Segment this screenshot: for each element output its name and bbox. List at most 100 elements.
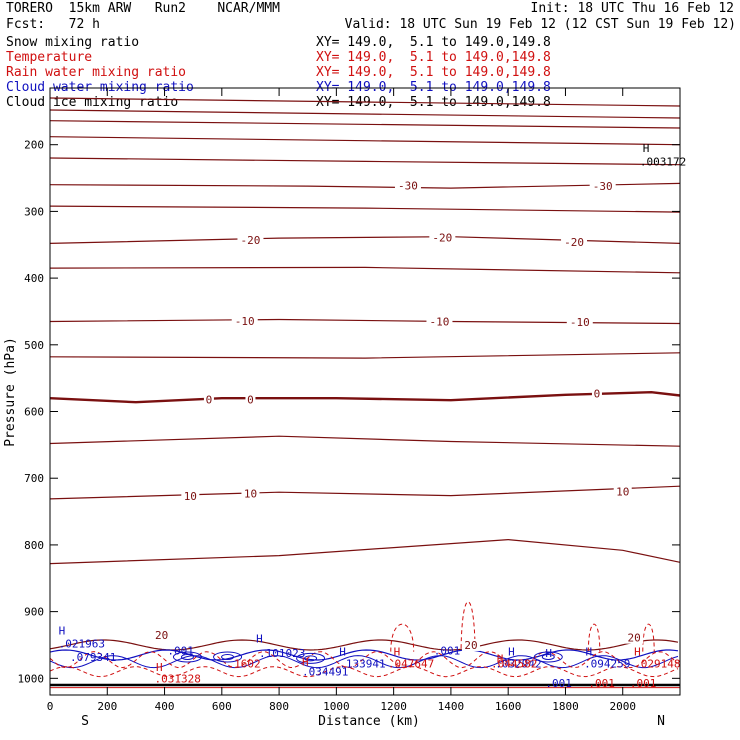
rain-water-contour [642, 623, 655, 652]
extremum-label: .1602 [228, 658, 261, 671]
extremum-label: .133941 [339, 658, 385, 671]
isotherm--40 [49, 136, 681, 146]
y-tick-label: 300 [24, 205, 44, 218]
isotherm--5 [49, 352, 681, 359]
extremum-label: .001 [545, 677, 572, 690]
isotherm-label-bg [152, 628, 171, 641]
y-axis-label: Pressure (hPa) [3, 337, 18, 447]
extremum-label: .001 [630, 677, 657, 690]
isotherm-label-bg [561, 236, 588, 249]
isotherm-label-bg [566, 316, 593, 329]
isotherm--55 [49, 97, 681, 107]
rain-water-contour [587, 623, 601, 652]
extremum-label: H [497, 652, 504, 665]
y-tick-label: 1000 [18, 672, 45, 685]
extremum-label: H [59, 624, 66, 637]
extremum-label: H [256, 632, 263, 645]
rain-water-contour [49, 651, 679, 669]
valid-time: Valid: 18 UTC Sun 19 Feb 12 (12 CST Sun … [344, 17, 736, 32]
cloud-water-cell [533, 651, 563, 663]
x-tick-label: 400 [155, 700, 175, 713]
isotherm-label-bg [625, 631, 644, 644]
legend-xy-rain: XY= 149.0, 5.1 to 149.0,149.8 [316, 65, 551, 80]
x-tick-label: 1400 [438, 700, 465, 713]
cloud-water-cell [180, 653, 194, 660]
isotherm--35 [49, 157, 681, 166]
cloud-water-cell [304, 655, 318, 662]
isotherm-0 [49, 390, 681, 404]
extremum-label: .029148 [634, 658, 680, 671]
legend-xy-temperature: XY= 149.0, 5.1 to 149.0,149.8 [316, 50, 551, 65]
isotherm-label-bg [245, 393, 256, 406]
rain-water-contour [460, 601, 476, 649]
isotherm--45 [49, 120, 681, 129]
y-tick-label: 700 [24, 472, 44, 485]
plot-frame [49, 87, 681, 696]
x-tick-label: 1000 [323, 700, 350, 713]
hydrometeor-contours [49, 601, 680, 689]
isotherm--25 [49, 205, 681, 213]
x-tick-label: 1800 [552, 700, 579, 713]
extremum-label: .003172 [640, 155, 686, 168]
isotherm-label-bg [589, 180, 616, 193]
x-tick-label: 2000 [609, 700, 636, 713]
isotherm-label-bg [461, 638, 480, 651]
isotherm-15 [49, 538, 681, 565]
isotherm-label: -20 [564, 236, 584, 249]
extremum-label: .101023 [259, 647, 305, 660]
legend-name-rain: Rain water mixing ratio [6, 65, 187, 80]
y-tick-label: 200 [24, 139, 44, 152]
extremum-label: H [394, 646, 401, 659]
extremum-label: H [508, 646, 515, 659]
isotherm-label-bg [613, 485, 632, 498]
x-tick-label: 1200 [380, 700, 407, 713]
cloud-water-contour [49, 649, 679, 661]
isotherm-label: 20 [464, 639, 477, 652]
isotherm-label-bg [591, 387, 602, 400]
x-tick-label: 1600 [495, 700, 522, 713]
extremum-label: .021963 [59, 638, 105, 651]
init-time: Init: 18 UTC Thu 16 Feb 12 [530, 1, 735, 16]
y-tick-label: 900 [24, 606, 44, 619]
extremum-label: .079341 [70, 651, 116, 664]
y-tick-label: 800 [24, 539, 44, 552]
isotherm-20 [49, 639, 679, 651]
endpoint-right: N [657, 714, 665, 729]
isotherm-label: -30 [593, 180, 613, 193]
y-tick-label: 500 [24, 339, 44, 352]
isotherm-label: -20 [432, 231, 452, 244]
extremum-label: .031328 [155, 672, 201, 685]
isotherm-label: 20 [628, 632, 641, 645]
x-tick-label: 600 [212, 700, 232, 713]
model-title: TORERO 15km ARW Run2 NCAR/MMM [6, 1, 280, 16]
isotherm-label-bg [394, 179, 421, 192]
isotherm--30 [49, 182, 681, 189]
cloud-water-cell [296, 652, 326, 664]
forecast-hour: Fcst: 72 h [6, 17, 100, 32]
extremum-label: .001 [588, 677, 615, 690]
isotherm-label-bg [237, 234, 264, 247]
contour-labels: -30 -30-20 -20 -20-10 -10 -100 0 010 10 10202020H… [59, 142, 687, 690]
rain-water-contour [390, 623, 415, 652]
isotherm-lines [49, 97, 681, 565]
extremum-label: .032942 [495, 658, 541, 671]
isotherm-label-bg [429, 231, 456, 244]
isotherm--50 [49, 109, 681, 119]
isotherm-5 [49, 435, 681, 447]
isotherm-label: 10 [184, 490, 197, 503]
extremum-label: H [586, 646, 593, 659]
extremum-label: .034491 [302, 666, 348, 679]
extremum-label: H [156, 661, 163, 674]
rain-water-contour [49, 666, 679, 678]
isotherm-label: 0 [206, 394, 213, 407]
extremum-label: H [545, 647, 552, 660]
extremum-label: .044582 [491, 658, 537, 671]
extremum-label: .001 [167, 644, 194, 657]
isotherm-label: -10 [430, 315, 450, 328]
isotherm-label: 10 [616, 486, 629, 499]
cloud-water-cell [221, 653, 235, 660]
y-tick-label: 600 [24, 406, 44, 419]
axes: 0 200 400 600 800 1000 1200 1400 1600 1800 2000200… [18, 88, 680, 713]
cloud-water-cell [172, 651, 202, 663]
